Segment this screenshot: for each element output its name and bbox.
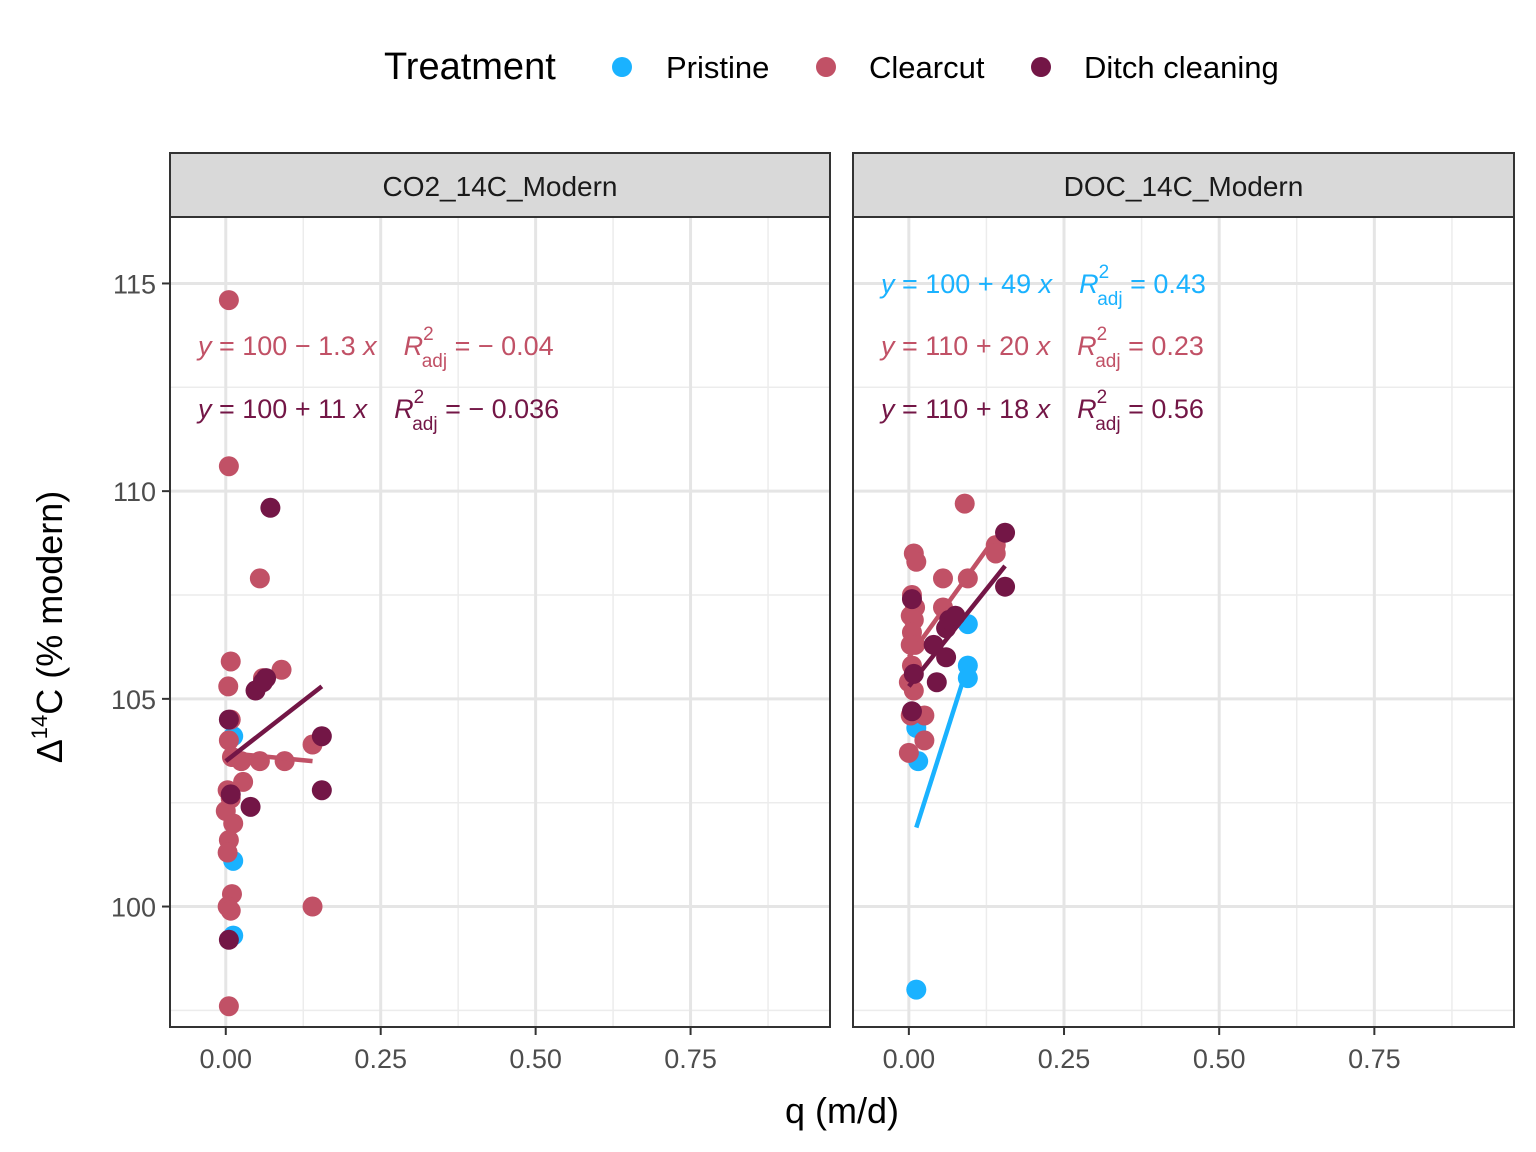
data-point [903,663,924,684]
data-point [249,568,270,589]
strip-background [169,152,831,218]
strip-label: CO2_14C_Modern [382,171,617,202]
x-tick-label: 0.75 [664,1044,717,1074]
legend: Treatment Pristine Clearcut Ditch cleaning [384,46,1279,88]
gridlines [853,217,1514,1027]
x-tick-label: 0.50 [509,1044,562,1074]
data-point [218,730,239,751]
data-point [240,796,261,817]
data-point [271,659,292,680]
data-point [906,551,927,572]
legend-swatch [816,57,836,77]
data-point [985,543,1006,564]
legend-label: Ditch cleaning [1084,50,1279,85]
equation-label: y = 100 + 11 x R2 adj = − 0.036 [196,387,559,435]
regression-equations: y = 100 − 1.3 x R2 adj = − 0.04 y = 100 + … [196,324,559,435]
fit-line [224,684,324,763]
data-point [220,900,241,921]
x-tick-label: 0.50 [1193,1044,1246,1074]
legend-entry-clearcut: Clearcut [816,50,985,85]
panel-border [169,216,831,1028]
y-axis: 100 105 110 115 [111,269,170,923]
data-point [218,676,239,697]
data-point [260,497,281,518]
data-point [995,576,1016,597]
y-tick-label: 115 [113,269,156,299]
y-axis-title: Δ14C (% modern) [27,491,70,764]
panel-background [170,217,830,1027]
y-tick-label: 100 [111,893,156,923]
regression-equations: y = 100 + 49 x R2 adj = 0.43 y = 110 + 20 … [879,262,1206,435]
legend-label: Clearcut [869,50,985,85]
fit-line [914,664,970,829]
series-ditch-cleaning [901,522,1016,722]
data-point [914,730,935,751]
x-axis-title: q (m/d) [785,1090,899,1131]
data-point [223,813,244,834]
x-tick-label: 0.25 [354,1044,407,1074]
data-point [995,522,1016,543]
x-tick-label: 0.75 [1348,1044,1401,1074]
data-point [217,842,238,863]
data-point [901,589,922,610]
data-point [932,568,953,589]
data-point [302,896,323,917]
fit-line [907,564,1007,688]
x-axis: 0.00 0.25 0.50 0.75 [883,1027,1401,1074]
x-tick-label: 0.00 [199,1044,252,1074]
gridlines [170,217,830,1027]
legend-label: Pristine [666,50,769,85]
data-point [218,456,239,477]
equation-label: y = 110 + 20 x R2 adj = 0.23 [879,324,1204,372]
strip-background [852,152,1515,218]
equation-label: y = 100 + 49 x R2 adj = 0.43 [879,262,1206,310]
strip-label: DOC_14C_Modern [1064,171,1304,202]
data-point [218,996,239,1017]
data-point [311,726,332,747]
legend-entry-pristine: Pristine [612,50,769,85]
data-point [901,701,922,722]
data-point [311,780,332,801]
legend-swatch [612,57,632,77]
data-point [220,784,241,805]
panel-border [852,216,1515,1028]
data-point [218,929,239,950]
legend-title: Treatment [384,46,556,88]
data-point [256,668,277,689]
x-tick-label: 0.00 [883,1044,936,1074]
fit-line [225,750,313,764]
equation-label: y = 110 + 18 x R2 adj = 0.56 [879,387,1204,435]
x-tick-label: 0.25 [1038,1044,1091,1074]
data-point [220,651,241,672]
series-ditch-cleaning [218,497,332,950]
legend-swatch [1031,57,1051,77]
data-point [218,290,239,311]
fit-line [907,535,998,659]
legend-entry-ditch-cleaning: Ditch cleaning [1031,50,1279,85]
data-point [954,493,975,514]
x-axis: 0.00 0.25 0.50 0.75 [199,1027,717,1074]
y-tick-label: 110 [113,477,156,507]
y-tick-label: 105 [111,685,156,715]
data-point [218,709,239,730]
data-point [936,647,957,668]
data-point [233,771,254,792]
data-point [926,672,947,693]
equation-label: y = 100 − 1.3 x R2 adj = − 0.04 [196,324,554,372]
data-point [906,979,927,1000]
data-point [898,742,919,763]
